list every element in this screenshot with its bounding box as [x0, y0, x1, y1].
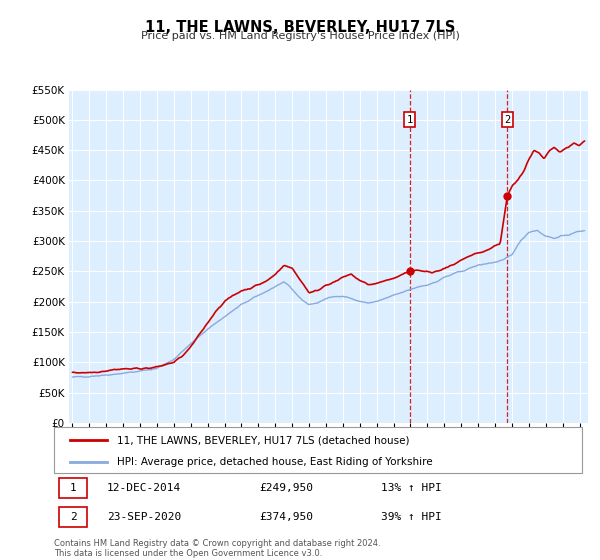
Text: HPI: Average price, detached house, East Riding of Yorkshire: HPI: Average price, detached house, East…	[118, 457, 433, 466]
FancyBboxPatch shape	[59, 478, 87, 498]
Text: 1: 1	[407, 115, 413, 125]
Text: 12-DEC-2014: 12-DEC-2014	[107, 483, 181, 493]
Text: £249,950: £249,950	[259, 483, 313, 493]
Text: 39% ↑ HPI: 39% ↑ HPI	[382, 512, 442, 522]
Text: Contains HM Land Registry data © Crown copyright and database right 2024.: Contains HM Land Registry data © Crown c…	[54, 539, 380, 548]
Text: 1: 1	[70, 483, 76, 493]
Text: 11, THE LAWNS, BEVERLEY, HU17 7LS: 11, THE LAWNS, BEVERLEY, HU17 7LS	[145, 20, 455, 35]
Text: 13% ↑ HPI: 13% ↑ HPI	[382, 483, 442, 493]
Text: 2: 2	[504, 115, 511, 125]
Text: 2: 2	[70, 512, 76, 522]
Text: 11, THE LAWNS, BEVERLEY, HU17 7LS (detached house): 11, THE LAWNS, BEVERLEY, HU17 7LS (detac…	[118, 435, 410, 445]
Text: This data is licensed under the Open Government Licence v3.0.: This data is licensed under the Open Gov…	[54, 549, 322, 558]
Text: £374,950: £374,950	[259, 512, 313, 522]
FancyBboxPatch shape	[54, 427, 582, 473]
Text: Price paid vs. HM Land Registry's House Price Index (HPI): Price paid vs. HM Land Registry's House …	[140, 31, 460, 41]
Text: 23-SEP-2020: 23-SEP-2020	[107, 512, 181, 522]
FancyBboxPatch shape	[59, 507, 87, 527]
